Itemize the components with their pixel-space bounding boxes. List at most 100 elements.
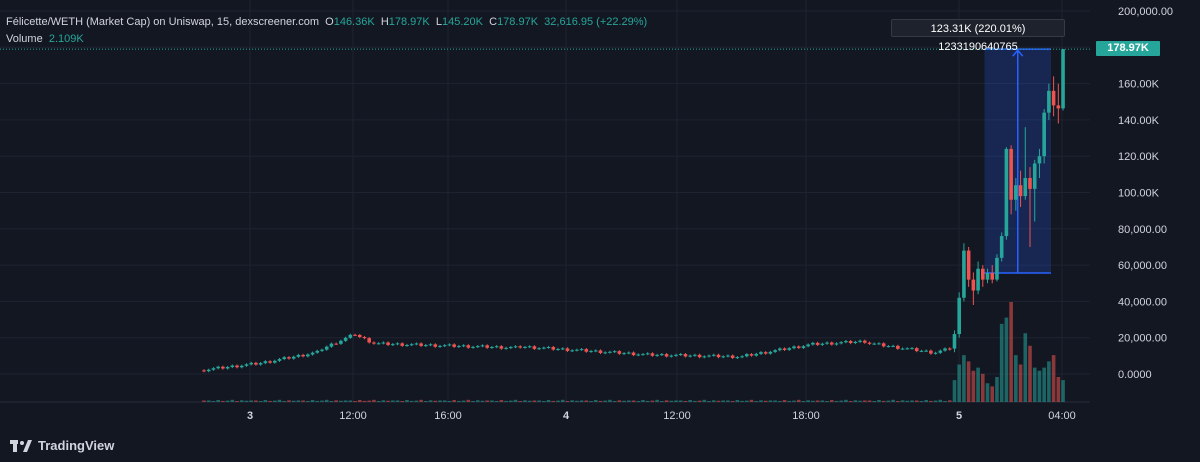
time-axis[interactable]: 3 12:00 16:00 4 12:00 18:00 5 04:00 <box>247 410 1076 422</box>
candle-body <box>660 354 664 356</box>
candle <box>475 345 480 349</box>
candle-body <box>636 354 641 356</box>
volume-bar <box>778 401 782 402</box>
volume-bar <box>466 399 471 402</box>
candle-body <box>858 340 862 342</box>
candle-body <box>249 362 253 365</box>
candle <box>485 344 489 349</box>
candle-body <box>367 338 371 343</box>
volume-bar <box>693 400 697 402</box>
volume-bar <box>952 380 957 402</box>
candle-body <box>891 345 895 347</box>
volume-bar <box>660 401 664 402</box>
candle <box>419 342 423 347</box>
candle-body <box>239 365 244 368</box>
tradingview-logo[interactable]: TradingView <box>10 438 114 453</box>
candle <box>1061 49 1065 111</box>
candle <box>933 351 938 355</box>
candle <box>509 346 513 349</box>
candle <box>442 344 447 348</box>
candle-body <box>990 272 995 280</box>
candle <box>726 354 730 358</box>
candle-body <box>631 352 636 356</box>
price-axis-label: 160.00K <box>1118 79 1160 91</box>
candle-body <box>494 346 499 348</box>
candle <box>603 351 607 355</box>
legend-title: Félicette/WETH (Market Cap) on Uniswap, … <box>6 16 320 28</box>
price-axis-label: 100.00K <box>1118 188 1160 200</box>
candle <box>1004 147 1009 240</box>
volume-bar <box>475 400 480 402</box>
candle-body <box>296 354 301 357</box>
volume-bar <box>235 401 239 402</box>
volume-bar <box>815 400 820 402</box>
volume-bar <box>711 400 716 402</box>
candle-body <box>343 337 348 341</box>
volume-bar <box>287 400 291 402</box>
candle-body <box>1042 112 1046 157</box>
candle-body <box>627 352 631 354</box>
candle-body <box>1056 105 1061 109</box>
time-axis-label: 04:00 <box>1048 410 1076 422</box>
candle <box>872 342 877 345</box>
volume-bar <box>957 364 961 402</box>
candle-body <box>277 359 282 361</box>
candle <box>362 335 367 340</box>
volume-bar <box>391 400 395 402</box>
candle <box>622 352 626 355</box>
volume-bar <box>943 401 947 402</box>
candle <box>1051 76 1056 117</box>
candle-body <box>962 250 966 298</box>
candle <box>834 342 839 346</box>
candle-body <box>442 345 447 347</box>
volume-bar <box>419 399 423 402</box>
candle-body <box>848 341 853 344</box>
candle <box>282 356 287 361</box>
candle-body <box>981 268 985 280</box>
volume-bar <box>867 400 872 402</box>
candle-body <box>1014 185 1018 200</box>
volume-bar <box>1032 367 1037 402</box>
candle-body <box>641 354 645 356</box>
candle-body <box>570 350 574 352</box>
volume-bar <box>400 401 405 402</box>
candle <box>990 265 995 284</box>
candle-body <box>773 350 777 352</box>
volume-bar <box>523 400 527 402</box>
candle-body <box>598 350 603 354</box>
candle-body <box>329 343 334 347</box>
volume-bar <box>730 401 735 402</box>
candle-body <box>608 351 612 353</box>
candle <box>391 343 395 347</box>
candle <box>815 341 820 346</box>
volume-bar <box>1018 364 1023 402</box>
candle <box>952 330 957 353</box>
candle-body <box>957 297 961 335</box>
candle-body <box>452 344 456 347</box>
candle <box>688 354 692 358</box>
volume-bar <box>518 401 523 402</box>
legend-open: 146.36K <box>333 16 375 28</box>
volume-bar <box>773 400 777 402</box>
volume-bar <box>721 400 725 402</box>
volume-bar <box>589 401 593 402</box>
candle-body <box>334 343 338 345</box>
candle <box>589 349 593 353</box>
price-axis-label: 20,000.00 <box>1118 333 1167 345</box>
legend-volume-row: Volume 2.109K <box>6 31 647 48</box>
volume-bar <box>608 399 612 402</box>
candle <box>471 345 475 349</box>
volume-bar <box>896 401 900 402</box>
price-axis[interactable]: 200,000.00180.00K160.00K140.00K120.00K10… <box>1118 6 1173 381</box>
candle-body <box>306 354 310 357</box>
volume-bar <box>697 400 702 402</box>
candle <box>291 355 296 360</box>
volume-bar <box>702 399 707 402</box>
volume-bar <box>881 400 886 402</box>
candle-body <box>999 236 1004 258</box>
candle <box>669 354 674 358</box>
volume-bar <box>900 400 905 402</box>
candle-body <box>579 349 584 351</box>
